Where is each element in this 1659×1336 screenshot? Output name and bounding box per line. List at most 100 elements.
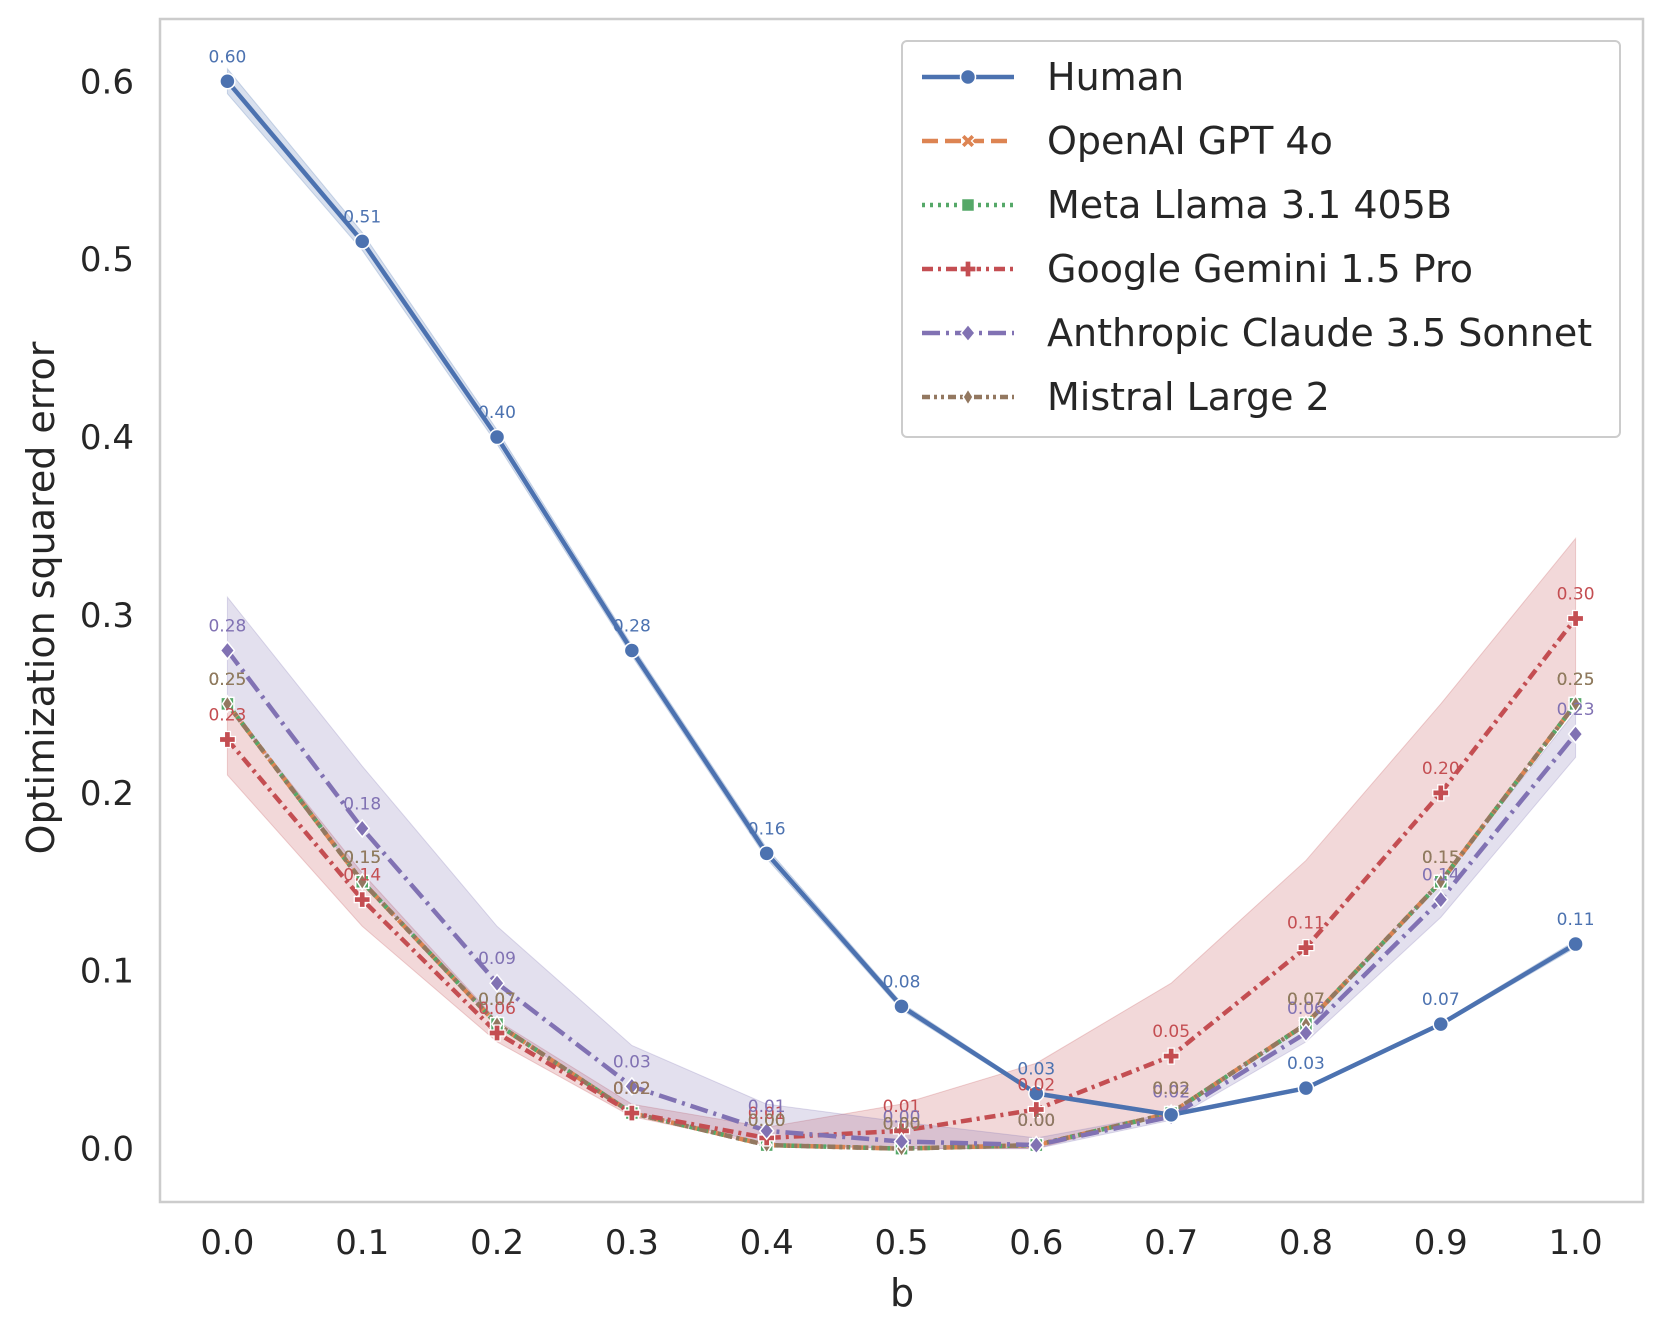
data-label: 0.07 bbox=[1287, 990, 1325, 1010]
data-point bbox=[488, 428, 506, 446]
data-point bbox=[1297, 1079, 1315, 1097]
x-tick-label: 0.8 bbox=[1279, 1223, 1333, 1263]
legend-label: Google Gemini 1.5 Pro bbox=[1047, 247, 1473, 291]
data-label: 0.03 bbox=[1287, 1054, 1325, 1074]
data-label: 0.30 bbox=[1557, 585, 1595, 605]
data-label: 0.07 bbox=[478, 990, 516, 1010]
data-label: 0.05 bbox=[1152, 1022, 1190, 1042]
data-label: 0.00 bbox=[1017, 1111, 1055, 1131]
data-point bbox=[1569, 694, 1582, 714]
legend-label: Meta Llama 3.1 405B bbox=[1047, 183, 1452, 227]
data-point bbox=[1162, 1047, 1180, 1065]
data-label: 0.00 bbox=[883, 1115, 921, 1135]
legend-marker bbox=[959, 260, 977, 278]
x-tick-label: 0.2 bbox=[470, 1223, 524, 1263]
data-label: 0.01 bbox=[748, 1097, 786, 1117]
data-label: 0.23 bbox=[208, 705, 246, 725]
data-label: 0.60 bbox=[208, 47, 246, 67]
data-label: 0.07 bbox=[1287, 990, 1325, 1010]
x-tick-label: 0.4 bbox=[740, 1223, 794, 1263]
data-label: 0.20 bbox=[1422, 759, 1460, 779]
data-label: 0.01 bbox=[883, 1097, 921, 1117]
x-axis-label: b bbox=[890, 1271, 914, 1315]
data-label: 0.07 bbox=[478, 990, 516, 1010]
data-point bbox=[623, 642, 641, 659]
data-point bbox=[219, 73, 236, 90]
y-tick-label: 0.0 bbox=[80, 1130, 134, 1170]
data-point bbox=[1432, 889, 1449, 910]
data-label: 0.14 bbox=[343, 866, 381, 886]
data-label: 0.25 bbox=[1557, 670, 1595, 690]
data-point bbox=[1027, 1100, 1045, 1119]
x-axis-ticks: 0.0 0.1 0.2 0.3 0.4 0.5 0.6 0.7 0.8 0.9 1.0 bbox=[200, 1223, 1602, 1263]
data-label: 0.03 bbox=[613, 1052, 651, 1072]
data-point bbox=[218, 730, 237, 749]
data-point bbox=[1297, 1023, 1314, 1043]
data-label: 0.00 bbox=[883, 1115, 921, 1135]
data-point bbox=[1432, 1015, 1450, 1033]
x-tick-label: 1.0 bbox=[1549, 1223, 1603, 1263]
data-label: 0.15 bbox=[1422, 848, 1460, 868]
data-label: 0.00 bbox=[748, 1111, 786, 1131]
data-label: 0.00 bbox=[883, 1108, 921, 1128]
data-point bbox=[1566, 609, 1585, 628]
data-label: 0.02 bbox=[1152, 1083, 1190, 1103]
data-label: 0.25 bbox=[208, 670, 246, 690]
x-tick-label: 0.7 bbox=[1144, 1223, 1198, 1263]
legend-frame bbox=[901, 40, 1621, 438]
y-tick-label: 0.1 bbox=[80, 952, 134, 992]
x-tick-label: 0.6 bbox=[1009, 1223, 1063, 1263]
legend-label: Anthropic Claude 3.5 Sonnet bbox=[1047, 311, 1592, 355]
legend-marker bbox=[959, 68, 977, 86]
data-label: 0.07 bbox=[1287, 990, 1325, 1010]
data-label: 0.00 bbox=[748, 1111, 786, 1131]
data-label: 0.28 bbox=[208, 617, 246, 637]
data-point bbox=[623, 1104, 641, 1122]
data-point bbox=[1028, 1085, 1045, 1102]
data-label: 0.15 bbox=[1422, 848, 1460, 868]
data-point bbox=[1162, 1106, 1180, 1124]
legend: Human OpenAI GPT 4o Meta Llama 3.1 405B Goo… bbox=[901, 40, 1621, 438]
legend-label: Human bbox=[1047, 55, 1184, 99]
y-axis-ticks: 0.0 0.1 0.2 0.3 0.4 0.5 0.6 bbox=[80, 62, 134, 1169]
x-tick-label: 0.0 bbox=[200, 1223, 254, 1263]
series-line bbox=[225, 617, 1578, 1141]
data-label: 0.15 bbox=[1422, 848, 1460, 868]
data-label: 0.07 bbox=[478, 990, 516, 1010]
data-label: 0.11 bbox=[1557, 910, 1595, 930]
data-label: 0.00 bbox=[883, 1115, 921, 1135]
data-label: 0.02 bbox=[613, 1079, 651, 1099]
data-label: 0.06 bbox=[478, 999, 516, 1019]
data-point bbox=[221, 694, 234, 714]
data-label: 0.02 bbox=[1152, 1079, 1190, 1099]
data-label: 0.02 bbox=[613, 1079, 651, 1099]
data-label: 0.09 bbox=[478, 949, 516, 969]
data-label: 0.00 bbox=[1017, 1111, 1055, 1131]
data-label: 0.25 bbox=[1557, 670, 1595, 690]
data-label: 0.25 bbox=[208, 670, 246, 690]
data-label: 0.02 bbox=[1017, 1075, 1055, 1095]
data-label: 0.00 bbox=[1017, 1111, 1055, 1131]
data-label: 0.18 bbox=[343, 794, 381, 814]
data-point bbox=[353, 233, 371, 250]
data-label: 0.15 bbox=[343, 848, 381, 868]
data-point bbox=[219, 640, 236, 661]
legend-label: OpenAI GPT 4o bbox=[1047, 119, 1333, 163]
series-markers bbox=[218, 73, 1585, 1159]
y-tick-label: 0.2 bbox=[80, 774, 134, 814]
legend-label: Mistral Large 2 bbox=[1047, 375, 1330, 419]
legend-marker bbox=[960, 133, 976, 149]
data-label: 0.28 bbox=[613, 617, 651, 637]
data-point bbox=[488, 1024, 506, 1042]
data-label: 0.00 bbox=[1017, 1111, 1055, 1131]
data-label: 0.00 bbox=[748, 1111, 786, 1131]
data-point bbox=[1432, 784, 1450, 802]
y-tick-label: 0.6 bbox=[80, 62, 134, 102]
x-tick-label: 0.9 bbox=[1414, 1223, 1468, 1263]
data-point bbox=[354, 818, 371, 839]
data-point bbox=[758, 1121, 775, 1141]
x-tick-label: 0.3 bbox=[605, 1223, 659, 1263]
data-label: 0.25 bbox=[208, 670, 246, 690]
data-label: 0.02 bbox=[613, 1079, 651, 1099]
